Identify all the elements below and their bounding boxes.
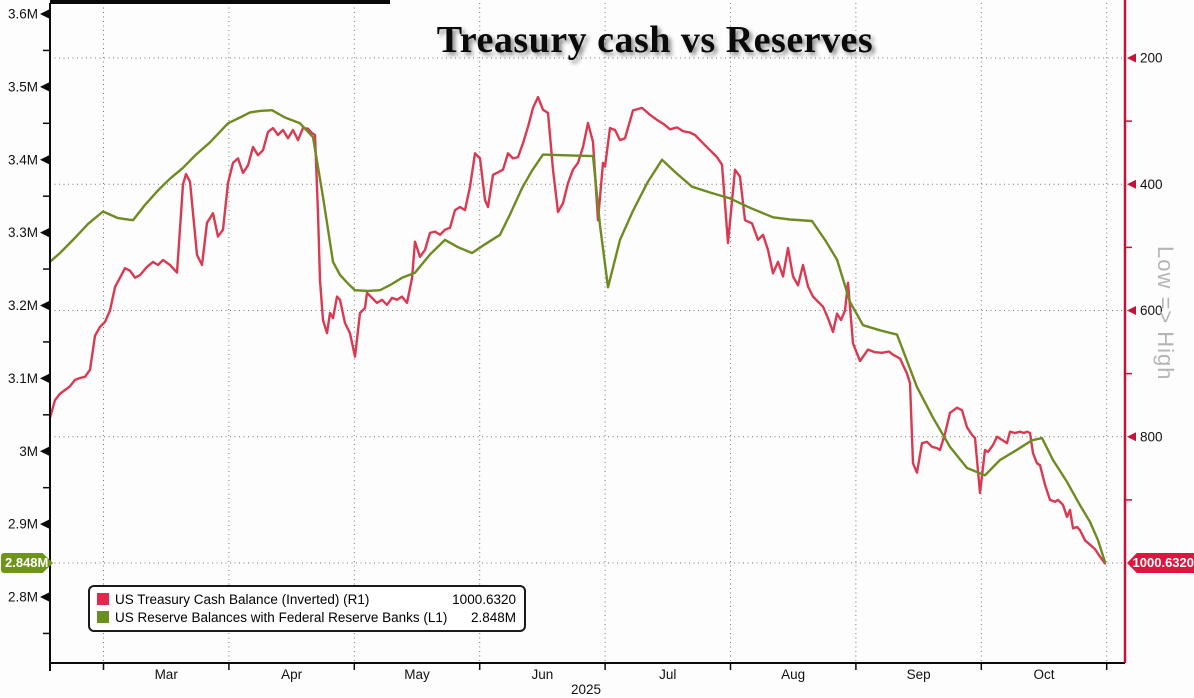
right-axis-tick-label: 800 xyxy=(1140,429,1163,444)
left-axis-tick-arrow-icon xyxy=(40,82,49,92)
right-axis-direction-label: Low => High xyxy=(1153,246,1178,381)
left-axis-tick-label: 3.2M xyxy=(8,298,38,313)
right-axis-tick-label: 600 xyxy=(1140,303,1163,318)
x-axis-month-label: Oct xyxy=(1033,667,1054,682)
left-axis-tick-label: 3.5M xyxy=(8,79,38,94)
series-line-right xyxy=(48,95,1107,565)
x-axis-month-label: May xyxy=(404,667,430,682)
left-axis-tick-arrow-icon xyxy=(40,301,49,310)
legend-box: US Treasury Cash Balance (Inverted) (R1)… xyxy=(88,585,526,632)
right-axis-tick-label: 400 xyxy=(1140,177,1163,192)
right-axis-last-value-badge: 1000.6320 xyxy=(1127,553,1194,573)
left-axis-tick-arrow-icon xyxy=(40,519,49,529)
left-axis-tick-label: 2.9M xyxy=(8,517,38,532)
treasury-cash-swatch-icon xyxy=(97,593,109,605)
x-axis-month-label: Aug xyxy=(781,667,805,682)
left-axis-tick-arrow-icon xyxy=(40,155,49,165)
legend-label: US Reserve Balances with Federal Reserve… xyxy=(115,609,448,625)
x-axis-month-label: Apr xyxy=(281,667,303,682)
left-axis-tick-label: 3.6M xyxy=(8,7,38,22)
x-axis-month-label: Jun xyxy=(532,667,554,682)
legend-value: 2.848M xyxy=(470,609,516,625)
series-line-left xyxy=(48,108,1107,564)
left-axis-tick-arrow-icon xyxy=(40,373,49,383)
right-axis-tick-arrow-icon xyxy=(1127,179,1136,189)
legend-label: US Treasury Cash Balance (Inverted) (R1) xyxy=(115,591,370,607)
x-axis-month-label: Jul xyxy=(659,667,676,682)
left-axis-last-value-badge: 2.848M xyxy=(1,553,53,573)
left-axis-tick-arrow-icon xyxy=(40,592,49,602)
left-axis-tick-arrow-icon xyxy=(40,446,49,456)
left-axis-tick-label: 3.1M xyxy=(8,371,38,386)
left-axis-tick-label: 3.3M xyxy=(8,225,38,240)
right-axis-tick-arrow-icon xyxy=(1127,432,1136,442)
left-axis-tick-label: 3.4M xyxy=(8,152,38,167)
reserve-balances-swatch-icon xyxy=(97,611,109,623)
right-axis-tick-arrow-icon xyxy=(1127,53,1136,63)
x-axis-month-label: Sep xyxy=(907,667,931,682)
x-axis-year-label: 2025 xyxy=(571,682,601,697)
legend-row-treasury-cash[interactable]: US Treasury Cash Balance (Inverted) (R1)… xyxy=(97,590,516,608)
x-axis-month-label: Mar xyxy=(155,667,179,682)
legend-value: 1000.6320 xyxy=(452,591,516,607)
right-axis-tick-label: 200 xyxy=(1140,51,1163,66)
left-axis-tick-label: 3M xyxy=(19,444,38,459)
left-axis-tick-label: 2.8M xyxy=(8,590,38,605)
left-axis-tick-arrow-icon xyxy=(40,9,49,19)
chart-title: Treasury cash vs Reserves xyxy=(436,19,874,61)
legend-row-reserve-balances[interactable]: US Reserve Balances with Federal Reserve… xyxy=(97,608,516,626)
left-axis-tick-arrow-icon xyxy=(40,228,49,238)
top-border-strip xyxy=(50,0,390,4)
right-axis-tick-arrow-icon xyxy=(1127,306,1136,315)
